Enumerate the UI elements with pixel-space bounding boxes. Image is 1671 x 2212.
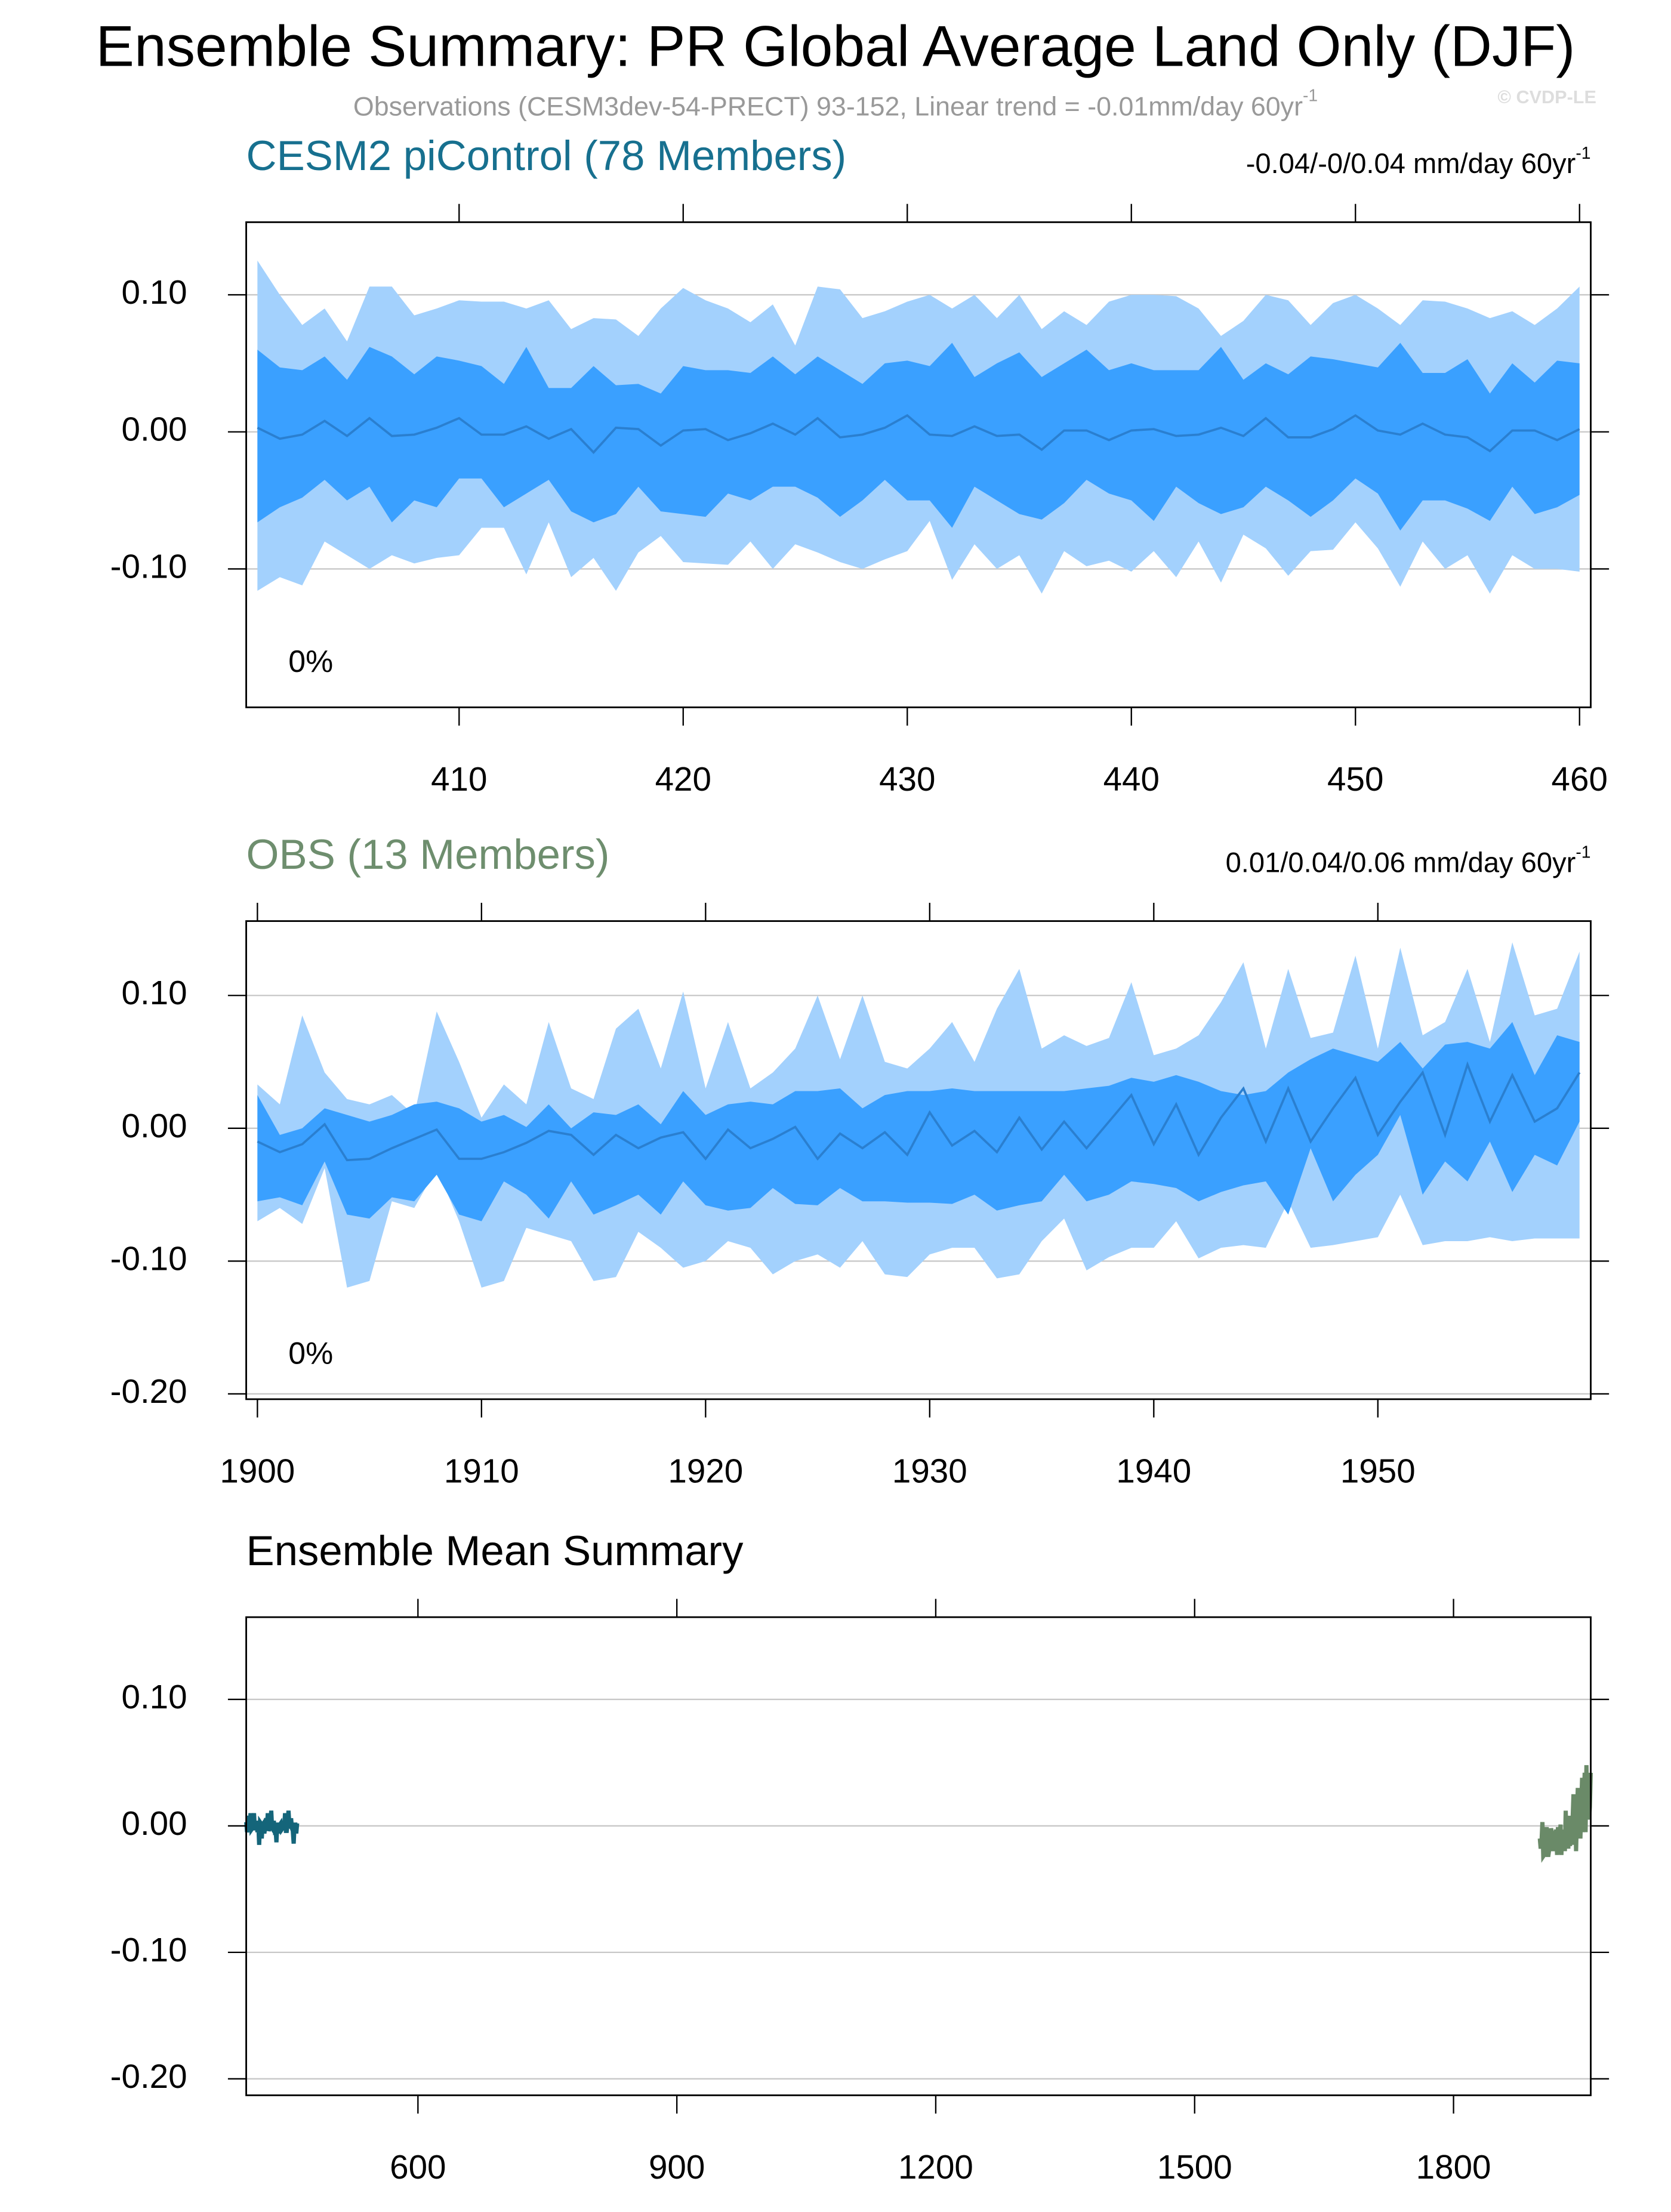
plot-frame bbox=[245, 920, 1592, 1400]
x-tick-label: 1200 bbox=[898, 2148, 973, 2186]
trend-label: -0.04/-0/0.04 mm/day 60yr-1 bbox=[1246, 144, 1591, 180]
ensemble-mean-line bbox=[257, 414, 1580, 454]
x-tick-label: 420 bbox=[655, 760, 711, 798]
x-tick-label: 440 bbox=[1103, 760, 1160, 798]
x-tick-label: 450 bbox=[1327, 760, 1383, 798]
y-tick-label: -0.20 bbox=[110, 1372, 187, 1410]
ensemble-mean-line bbox=[257, 1061, 1581, 1162]
x-tick-label: 430 bbox=[879, 760, 935, 798]
ensemble-band bbox=[257, 343, 1580, 531]
y-tick-label: -0.20 bbox=[110, 2057, 187, 2095]
y-tick-label: -0.10 bbox=[110, 547, 187, 585]
x-tick-label: 1900 bbox=[220, 1452, 295, 1490]
plot-frame bbox=[245, 1616, 1592, 2096]
plot-frame bbox=[245, 221, 1592, 708]
x-tick-label: 1910 bbox=[444, 1452, 519, 1490]
percent-label: 0% bbox=[288, 1335, 333, 1370]
x-tick-label: 460 bbox=[1552, 760, 1608, 798]
mean-line bbox=[1537, 1765, 1593, 1863]
x-tick-label: 900 bbox=[649, 2148, 705, 2186]
trend-text: -0.04/-0/0.04 mm/day 60yr bbox=[1246, 148, 1576, 180]
y-tick-label: -0.10 bbox=[110, 1931, 187, 1969]
y-tick-label: 0.00 bbox=[122, 411, 187, 448]
trend-sup: -1 bbox=[1576, 843, 1590, 862]
trend-sup: -1 bbox=[1576, 144, 1590, 163]
y-tick-label: 0.00 bbox=[122, 1804, 187, 1842]
subtitle-text: Observations (CESM3dev-54-PRECT) 93-152,… bbox=[353, 91, 1303, 121]
y-tick-label: -0.10 bbox=[110, 1239, 187, 1277]
subtitle: Observations (CESM3dev-54-PRECT) 93-152,… bbox=[353, 86, 1318, 121]
panel-title: OBS (13 Members) bbox=[246, 831, 610, 878]
mean-line bbox=[244, 1810, 300, 1845]
panel-title: CESM2 piControl (78 Members) bbox=[246, 132, 847, 179]
y-tick-label: 0.10 bbox=[122, 974, 187, 1011]
x-tick-label: 1920 bbox=[668, 1452, 743, 1490]
x-tick-label: 410 bbox=[431, 760, 487, 798]
x-tick-label: 1800 bbox=[1416, 2148, 1491, 2186]
x-tick-label: 1950 bbox=[1340, 1452, 1416, 1490]
y-tick-label: 0.10 bbox=[122, 1678, 187, 1716]
watermark: © CVDP-LE bbox=[1497, 87, 1596, 107]
page-title: Ensemble Summary: PR Global Average Land… bbox=[96, 14, 1576, 78]
ensemble-band bbox=[257, 1022, 1580, 1221]
x-tick-label: 1930 bbox=[892, 1452, 967, 1490]
percent-label: 0% bbox=[288, 644, 333, 678]
x-tick-label: 1500 bbox=[1157, 2148, 1232, 2186]
y-tick-label: 0.10 bbox=[122, 273, 187, 311]
x-tick-label: 600 bbox=[390, 2148, 446, 2186]
trend-label: 0.01/0.04/0.06 mm/day 60yr-1 bbox=[1226, 843, 1591, 878]
x-tick-label: 1940 bbox=[1116, 1452, 1191, 1490]
panel-title: Ensemble Mean Summary bbox=[246, 1527, 744, 1574]
subtitle-sup: -1 bbox=[1303, 86, 1318, 105]
y-tick-label: 0.00 bbox=[122, 1107, 187, 1144]
trend-text: 0.01/0.04/0.06 mm/day 60yr bbox=[1226, 847, 1576, 878]
